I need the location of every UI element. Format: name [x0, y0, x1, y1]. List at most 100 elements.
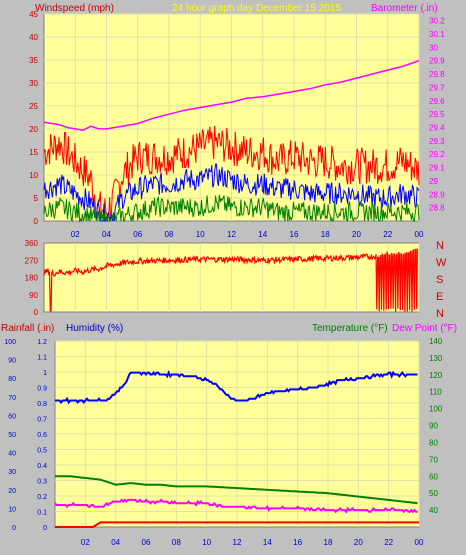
x-tick-label: 10 — [196, 230, 205, 239]
humidity-tick-label: 80 — [8, 376, 16, 383]
direction-letter-w: W — [436, 257, 447, 269]
humidity-axis-label: Humidity (%) — [66, 323, 123, 334]
rainfall-tick-label: 0.3 — [37, 479, 47, 486]
rainfall-tick-label: 0 — [43, 525, 47, 532]
barometer-axis-label: Barometer (.in) — [371, 3, 438, 14]
temperature-tick-label: 110 — [429, 388, 442, 397]
x-tick-label: 08 — [165, 230, 174, 239]
barometer-tick-label: 30 — [429, 43, 438, 52]
barometer-tick-label: 30.1 — [429, 30, 445, 39]
barometer-tick-label: 28.9 — [429, 190, 445, 199]
x-tick-label: 06 — [133, 230, 142, 239]
temperature-tick-label: 140 — [429, 337, 443, 346]
humidity-tick-label: 50 — [8, 432, 16, 439]
direction-tick-label: 0 — [34, 308, 39, 317]
temperature-tick-label: 40 — [429, 506, 438, 515]
rainfall-tick-label: 0.7 — [37, 417, 47, 424]
x-tick-label: 18 — [321, 230, 330, 239]
x-tick-label: 20 — [352, 230, 361, 239]
humidity-tick-label: 10 — [8, 506, 16, 513]
x-tick-label: 06 — [142, 538, 151, 547]
wind-direction-line — [43, 248, 419, 312]
direction-letter-n-top: N — [436, 240, 444, 252]
barometer-tick-label: 29.3 — [429, 137, 445, 146]
rainfall-tick-label: 0.2 — [37, 494, 47, 501]
rainfall-tick-label: 0.1 — [37, 510, 47, 517]
wind-line — [43, 194, 420, 223]
x-tick-label: 08 — [172, 538, 181, 547]
windspeed-tick-label: 40 — [29, 33, 38, 42]
rainfall-tick-label: 1.2 — [37, 339, 47, 346]
windspeed-tick-label: 10 — [29, 171, 38, 180]
windspeed-tick-label: 15 — [29, 148, 38, 157]
direction-letter-s: S — [436, 274, 443, 286]
windspeed-tick-label: 5 — [34, 194, 39, 203]
temperature-tick-label: 120 — [429, 371, 443, 380]
axis-ticks: 05101520253035404528.828.92929.129.229.3… — [4, 10, 445, 547]
temperature-tick-label: 100 — [429, 405, 443, 414]
average-wind-line — [43, 163, 420, 223]
temperature-tick-label: 90 — [429, 422, 438, 431]
x-tick-label: 20 — [354, 538, 363, 547]
windspeed-tick-label: 25 — [29, 102, 38, 111]
x-tick-label: 04 — [111, 538, 120, 547]
barometer-tick-label: 29.8 — [429, 70, 445, 79]
rainfall-tick-label: 1 — [43, 370, 47, 377]
humidity-tick-label: 20 — [8, 488, 16, 495]
rainfall-tick-label: 0.4 — [37, 463, 47, 470]
x-tick-label: 00 — [415, 538, 424, 547]
barometer-line — [43, 59, 420, 131]
x-tick-label: 10 — [202, 538, 211, 547]
barometer-tick-label: 30.2 — [429, 17, 445, 26]
temperature-tick-label: 60 — [429, 472, 438, 481]
x-tick-label: 14 — [263, 538, 272, 547]
barometer-tick-label: 28.8 — [429, 204, 445, 213]
direction-letter-n-bottom: N — [436, 308, 444, 320]
humidity-tick-label: 90 — [8, 358, 16, 365]
x-tick-label: 04 — [102, 230, 111, 239]
temperature-line — [55, 475, 418, 505]
barometer-tick-label: 29 — [429, 177, 438, 186]
x-tick-label: 12 — [227, 230, 236, 239]
windspeed-tick-label: 45 — [29, 10, 38, 19]
humidity-tick-label: 100 — [4, 339, 16, 346]
windspeed-axis-label: Windspeed (mph) — [35, 3, 114, 14]
barometer-tick-label: 29.9 — [429, 57, 445, 66]
temperature-tick-label: 70 — [429, 455, 438, 464]
x-tick-label: 02 — [81, 538, 90, 547]
humidity-tick-label: 30 — [8, 469, 16, 476]
rainfall-tick-label: 1.1 — [37, 355, 47, 362]
temperature-tick-label: 50 — [429, 489, 438, 498]
x-tick-label: 22 — [383, 230, 392, 239]
x-tick-label: 00 — [415, 230, 424, 239]
humidity-line — [55, 370, 418, 405]
gust-line — [43, 125, 420, 220]
direction-tick-label: 180 — [25, 274, 39, 283]
barometer-tick-label: 29.6 — [429, 97, 445, 106]
temperature-tick-label: 80 — [429, 438, 438, 447]
barometer-tick-label: 29.7 — [429, 83, 445, 92]
direction-tick-label: 90 — [29, 291, 38, 300]
windspeed-tick-label: 35 — [29, 56, 38, 65]
x-tick-label: 16 — [293, 538, 302, 547]
x-tick-label: 22 — [384, 538, 393, 547]
windspeed-tick-label: 30 — [29, 79, 38, 88]
x-tick-label: 18 — [324, 538, 333, 547]
x-tick-label: 12 — [233, 538, 242, 547]
grid-lines — [44, 13, 420, 527]
chart-subtitle: 24 hour graph day December 15 2015 — [172, 3, 341, 14]
humidity-tick-label: 60 — [8, 413, 16, 420]
dewpoint-axis-label: Dew Point (°F) — [392, 323, 457, 334]
direction-letter-e: E — [436, 291, 443, 303]
humidity-tick-label: 70 — [8, 395, 16, 402]
rainfall-axis-label: Rainfall (.in) — [1, 323, 54, 334]
x-tick-label: 14 — [258, 230, 267, 239]
direction-tick-label: 360 — [25, 239, 39, 248]
direction-tick-label: 270 — [25, 256, 39, 265]
rainfall-tick-label: 0.9 — [37, 386, 47, 393]
rainfall-tick-label: 0.5 — [37, 448, 47, 455]
x-tick-label: 02 — [71, 230, 80, 239]
barometer-tick-label: 29.4 — [429, 124, 445, 133]
rainfall-tick-label: 0.8 — [37, 401, 47, 408]
humidity-tick-label: 0 — [12, 525, 16, 532]
